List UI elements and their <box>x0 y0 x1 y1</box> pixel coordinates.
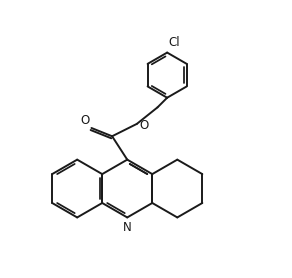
Text: O: O <box>139 119 148 132</box>
Text: Cl: Cl <box>168 36 180 49</box>
Text: O: O <box>80 114 89 126</box>
Text: N: N <box>123 221 132 234</box>
